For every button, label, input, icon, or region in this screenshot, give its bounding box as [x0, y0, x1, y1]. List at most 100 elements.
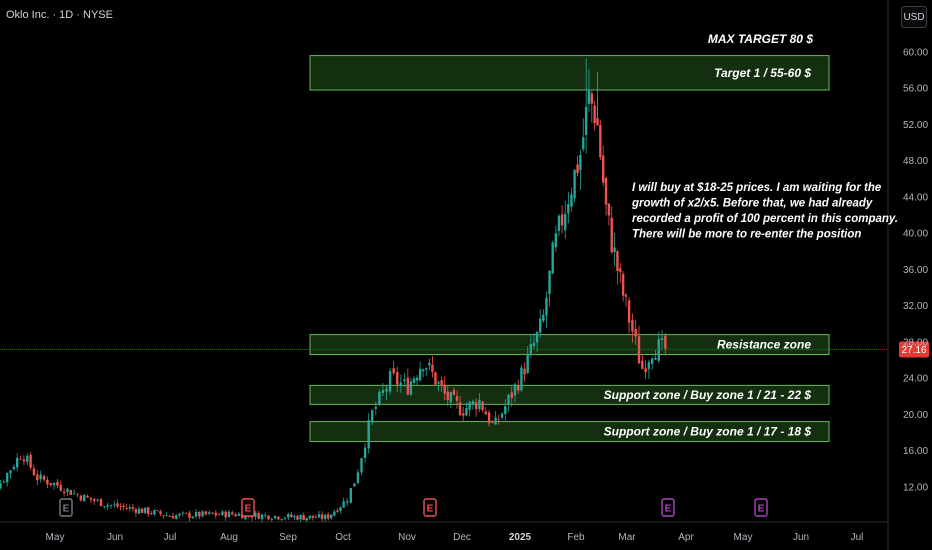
earnings-marker[interactable]: E: [754, 498, 768, 517]
candle-body: [113, 504, 116, 506]
candle-body: [168, 516, 171, 517]
candle-body: [564, 213, 567, 231]
candle-body: [122, 505, 125, 507]
earnings-marker[interactable]: E: [59, 498, 73, 517]
candle-body: [19, 459, 22, 460]
candle-body: [517, 385, 520, 391]
time-tick-label: 2025: [509, 532, 532, 543]
candle-body: [647, 362, 651, 370]
price-zone: [309, 55, 830, 91]
time-tick-label: Jun: [107, 532, 123, 543]
candle-body: [270, 519, 274, 520]
candle-body: [211, 512, 214, 514]
earnings-marker-label: E: [245, 504, 252, 515]
candle-body: [66, 488, 69, 493]
candle-body: [79, 495, 83, 501]
candle-body: [449, 392, 453, 403]
candle-body: [323, 515, 327, 520]
price-tick-label: 16.00: [903, 446, 928, 457]
candle-body: [311, 515, 315, 518]
candle-body: [22, 459, 26, 462]
earnings-marker[interactable]: E: [423, 498, 437, 517]
candle-body: [461, 413, 465, 416]
candle-body: [175, 515, 178, 519]
candle-body: [573, 169, 576, 199]
currency-button[interactable]: USD: [901, 6, 927, 28]
candle-body: [497, 419, 501, 421]
note-line: There will be more to re-enter the posit…: [632, 229, 861, 241]
candle-body: [504, 406, 507, 415]
candle-body: [641, 360, 644, 369]
candle-body: [455, 396, 459, 401]
candle-body: [277, 516, 280, 520]
candle-body: [302, 515, 305, 520]
time-tick-label: Oct: [335, 532, 351, 543]
candle-body: [93, 499, 96, 501]
price-axis[interactable]: 60.00 56.00 52.00 48.00 44.00 40.00 36.00 32.00…: [903, 47, 928, 493]
candle-body: [363, 447, 367, 458]
candle-body: [613, 247, 616, 253]
candle-body: [254, 512, 257, 517]
candle-body: [624, 294, 628, 297]
zones-layer: Target 1 / 55-60 $ Resistance zone Support…: [309, 55, 830, 443]
earnings-marker-label: E: [665, 504, 672, 515]
candle-body: [140, 508, 144, 513]
candle-body: [399, 382, 403, 386]
candle-body: [267, 515, 270, 520]
candle-body: [217, 514, 221, 516]
candle-body: [2, 481, 6, 483]
time-axis[interactable]: May Jun Jul Aug Sep Oct Nov Dec 2025 Feb Mar Apr May…: [46, 532, 864, 543]
candle-body: [52, 482, 56, 486]
candle-body: [293, 516, 296, 518]
time-tick-label: May: [46, 532, 65, 543]
candle-body: [62, 491, 66, 494]
candle-body: [491, 421, 494, 423]
candle-body: [478, 399, 481, 409]
candle-body: [109, 505, 113, 506]
price-tick-label: 20.00: [903, 410, 928, 421]
candle-body: [599, 125, 602, 158]
current-price-label: 27.16: [901, 345, 926, 356]
candle-body: [264, 515, 267, 516]
candle-body: [290, 514, 293, 518]
time-tick-label: Jul: [851, 532, 864, 543]
note-line: growth of x2/x5. Before that, we had alr…: [631, 198, 873, 210]
time-tick-label: Feb: [567, 532, 585, 543]
earnings-marker[interactable]: E: [241, 498, 255, 517]
price-tick-label: 60.00: [903, 47, 928, 58]
candle-body: [49, 482, 52, 485]
candles-layer: [0, 58, 667, 523]
candle-body: [446, 391, 449, 400]
earnings-marker-box: [423, 498, 437, 517]
earnings-marker-box: [59, 498, 73, 517]
current-price-tag: [899, 341, 929, 358]
candle-body: [604, 178, 608, 205]
candle-body: [650, 358, 654, 364]
earnings-marker-label: E: [758, 504, 765, 515]
candle-body: [385, 388, 388, 392]
candle-body: [535, 331, 539, 343]
zone-label: Resistance zone: [717, 338, 811, 352]
price-tick-label: 24.00: [903, 374, 928, 385]
candle-body: [221, 511, 224, 516]
candle-body: [406, 377, 410, 395]
candle-body: [159, 511, 162, 515]
candle-body: [356, 472, 360, 484]
candle-body: [283, 517, 287, 519]
candle-body: [59, 484, 62, 491]
candle-body: [654, 357, 657, 360]
candle-body: [131, 507, 135, 509]
candle-body: [560, 214, 564, 226]
note-line: recorded a profit of 100 percent in this…: [632, 213, 898, 225]
earnings-marker-label: E: [63, 504, 70, 515]
candle-body: [353, 483, 356, 487]
candle-body: [538, 318, 542, 333]
candle-body: [317, 514, 321, 518]
candle-body: [181, 512, 185, 514]
earnings-marker[interactable]: E: [661, 498, 675, 517]
time-tick-label: Nov: [398, 532, 416, 543]
candle-body: [587, 89, 591, 104]
candle-body: [551, 242, 554, 274]
candle-body: [593, 105, 596, 124]
